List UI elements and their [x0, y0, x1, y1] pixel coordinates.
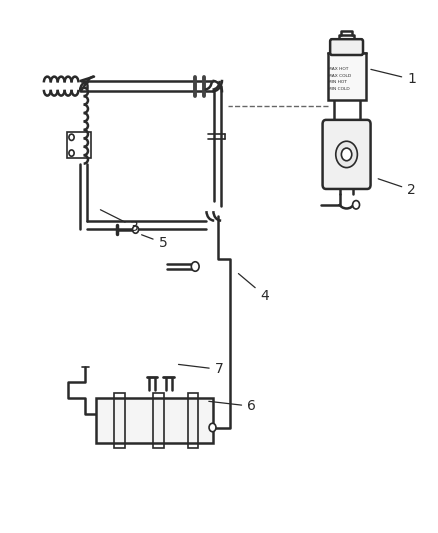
Circle shape — [209, 423, 216, 432]
Bar — [188, 393, 198, 448]
Bar — [328, 53, 366, 100]
Text: 7: 7 — [179, 362, 223, 376]
Bar — [67, 132, 91, 158]
Text: 2: 2 — [378, 179, 416, 197]
Text: MIN COLD: MIN COLD — [328, 87, 349, 91]
Circle shape — [336, 141, 357, 167]
Circle shape — [353, 200, 360, 209]
Bar — [114, 393, 125, 448]
Bar — [153, 393, 164, 448]
Text: 5: 5 — [141, 235, 167, 250]
Circle shape — [133, 226, 138, 233]
Circle shape — [69, 134, 74, 140]
Text: 6: 6 — [209, 399, 256, 413]
Circle shape — [191, 262, 199, 271]
Text: MAX COLD: MAX COLD — [328, 74, 351, 78]
Text: 4: 4 — [238, 273, 269, 303]
Circle shape — [341, 148, 352, 161]
FancyBboxPatch shape — [330, 39, 363, 55]
FancyBboxPatch shape — [322, 120, 371, 189]
Text: MIN HOT: MIN HOT — [328, 80, 346, 84]
Text: MAX HOT: MAX HOT — [328, 67, 348, 71]
Circle shape — [69, 150, 74, 156]
Bar — [96, 398, 212, 443]
Text: 3: 3 — [100, 209, 139, 234]
Text: 1: 1 — [371, 69, 416, 86]
